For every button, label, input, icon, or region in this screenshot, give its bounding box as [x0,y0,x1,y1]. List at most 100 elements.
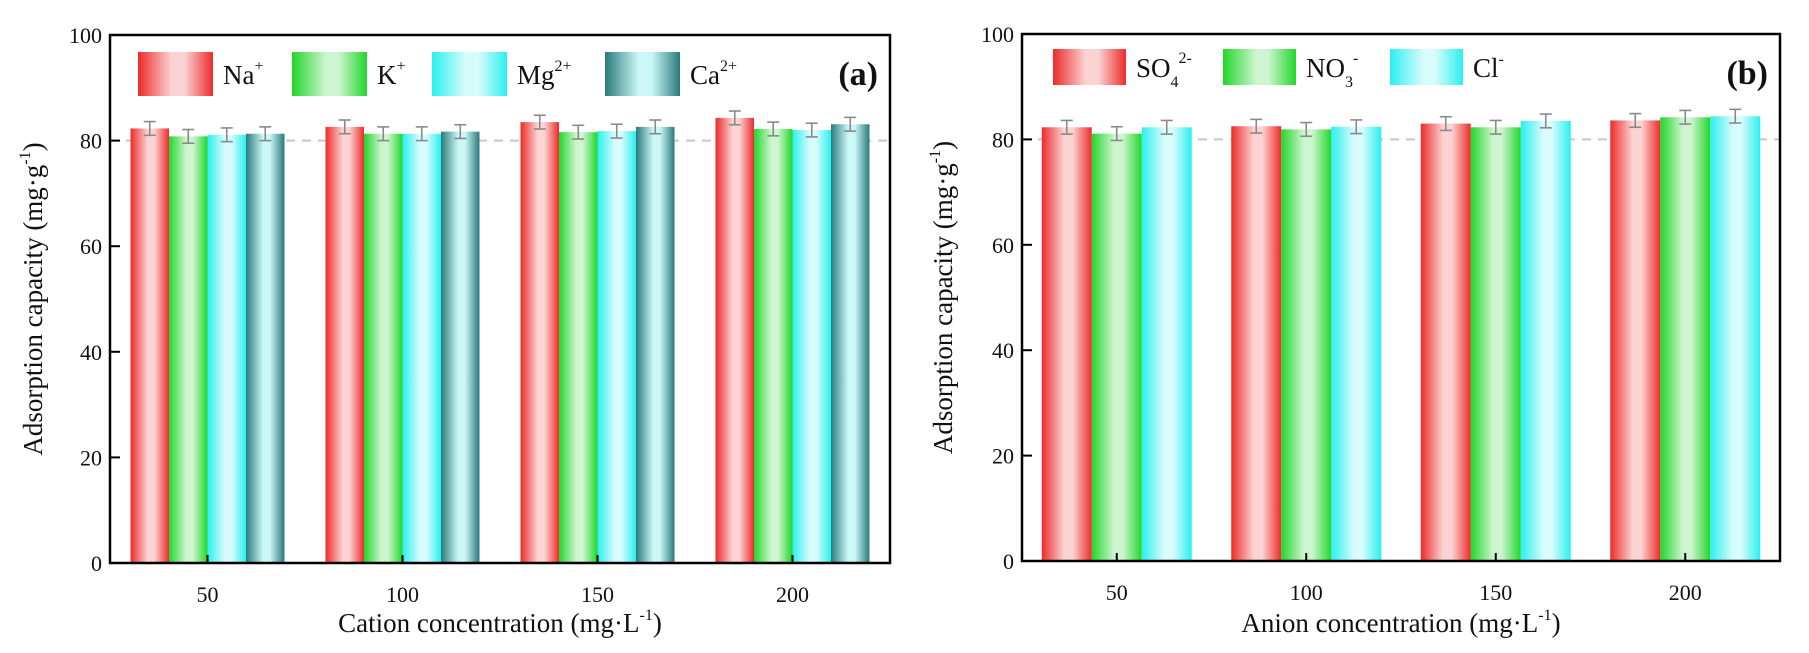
legend-item-mg: Mg2+ [432,52,572,96]
bar-so-150 [1420,123,1471,561]
bar-mg-150 [597,131,636,563]
error-bar-ca-200 [844,116,857,132]
error-bar-na-100 [338,119,351,135]
y-tick-label: 60 [80,234,102,259]
error-bar-ca-150 [649,119,662,135]
bar-mg-100 [402,133,441,563]
x-tick-label: 150 [1479,580,1512,605]
legend-swatch [138,52,213,96]
error-bar-k-50 [182,128,195,145]
error-bar-ca-100 [454,123,467,140]
legend-label: K+ [377,58,406,90]
error-bar-cl-100 [1350,119,1363,135]
error-bar-so-100 [1250,118,1263,134]
y-tick-label: 80 [80,129,102,154]
bar-no-50 [1091,133,1142,561]
bar-so-200 [1610,120,1661,561]
error-bar-so-150 [1439,115,1452,132]
error-bar-na-200 [728,110,741,126]
bar-cl-150 [1520,120,1571,561]
y-tick-label: 20 [80,445,102,470]
panel-label: (a) [838,56,878,93]
x-tick-label: 200 [1669,580,1702,605]
bar-no-150 [1470,127,1521,562]
y-tick-label: 0 [91,551,102,576]
legend-item-k: K+ [292,52,406,96]
bar-cl-200 [1710,116,1761,561]
legend-swatch [605,52,680,96]
legend-label: Cl- [1473,51,1504,83]
legend-label: Ca2+ [690,58,737,90]
error-bar-k-100 [377,126,390,142]
x-axis-title: Anion concentration (mg·L-1) [1241,607,1560,638]
legend-swatch [1053,49,1126,85]
bar-k-100 [364,133,403,563]
error-bar-cl-50 [1160,119,1173,135]
y-tick-label: 80 [992,127,1014,152]
x-tick-label: 50 [1106,580,1128,605]
legend-swatch [1390,49,1463,85]
legend-label: Na+ [223,58,264,90]
bar-cl-50 [1141,127,1192,562]
y-tick-label: 100 [69,23,102,48]
x-tick-label: 150 [581,582,614,607]
plot-frame [1020,32,1782,563]
error-bar-mg-150 [610,123,623,139]
bar-so-50 [1041,127,1092,562]
bar-mg-50 [207,134,246,564]
bar-k-150 [559,132,598,564]
error-bar-cl-150 [1539,113,1552,129]
bar-na-50 [130,128,169,563]
error-bar-mg-50 [220,127,233,143]
bar-na-150 [520,122,559,564]
y-tick-label: 60 [992,233,1014,258]
y-tick-label: 0 [1003,549,1014,574]
x-tick-label: 100 [1290,580,1323,605]
x-tick-label: 100 [386,582,419,607]
bar-ca-150 [636,126,675,563]
bar-ca-200 [831,124,870,564]
y-axis-title: Adsorption capacity (mg·g-1) [17,142,48,455]
legend-item-so: SO42- [1053,49,1192,91]
x-axis-title: Cation concentration (mg·L-1) [338,607,662,638]
y-tick-label: 100 [981,22,1014,47]
legend-item-cl: Cl- [1390,49,1504,85]
legend-swatch [1223,49,1296,85]
error-bar-na-150 [533,114,546,130]
bar-cl-100 [1331,126,1382,561]
bar-na-100 [325,126,364,563]
legend-item-ca: Ca2+ [605,52,737,96]
legend-label: NO3- [1306,50,1358,91]
error-bar-no-200 [1679,109,1692,125]
bar-no-200 [1660,117,1711,562]
bar-no-100 [1281,129,1332,561]
error-bar-no-50 [1110,125,1123,142]
y-tick-label: 40 [80,340,102,365]
bar-ca-100 [441,131,480,563]
x-tick-label: 200 [776,582,809,607]
bar-so-100 [1231,126,1282,561]
error-bar-mg-100 [415,126,428,142]
error-bar-mg-200 [805,122,818,138]
error-bar-so-50 [1060,119,1073,135]
error-bar-no-100 [1300,121,1313,138]
bar-na-200 [715,117,754,564]
panel-b-chart: 50 100 150 200 0 20 40 60 80 100 Adsorption capaci… [927,22,1782,638]
legend-swatch [432,52,507,96]
y-tick-label: 20 [992,444,1014,469]
error-bar-ca-50 [259,126,272,142]
bar-k-200 [754,128,793,563]
y-tick-label: 40 [992,338,1014,363]
legend-label: SO42- [1136,50,1192,91]
panel-a-chart: 50 100 150 200 0 20 40 60 80 100 Adsorption capaci… [17,23,892,638]
error-bar-cl-200 [1729,108,1742,124]
legend-label: Mg2+ [517,58,572,90]
error-bar-no-150 [1489,119,1502,135]
bar-k-50 [169,136,208,563]
error-bar-k-200 [767,121,780,137]
y-axis-title: Adsorption capacity (mg·g-1) [927,141,958,454]
plot-frame [108,33,892,565]
legend-item-no: NO3- [1223,49,1358,91]
panel-label: (b) [1726,55,1768,92]
